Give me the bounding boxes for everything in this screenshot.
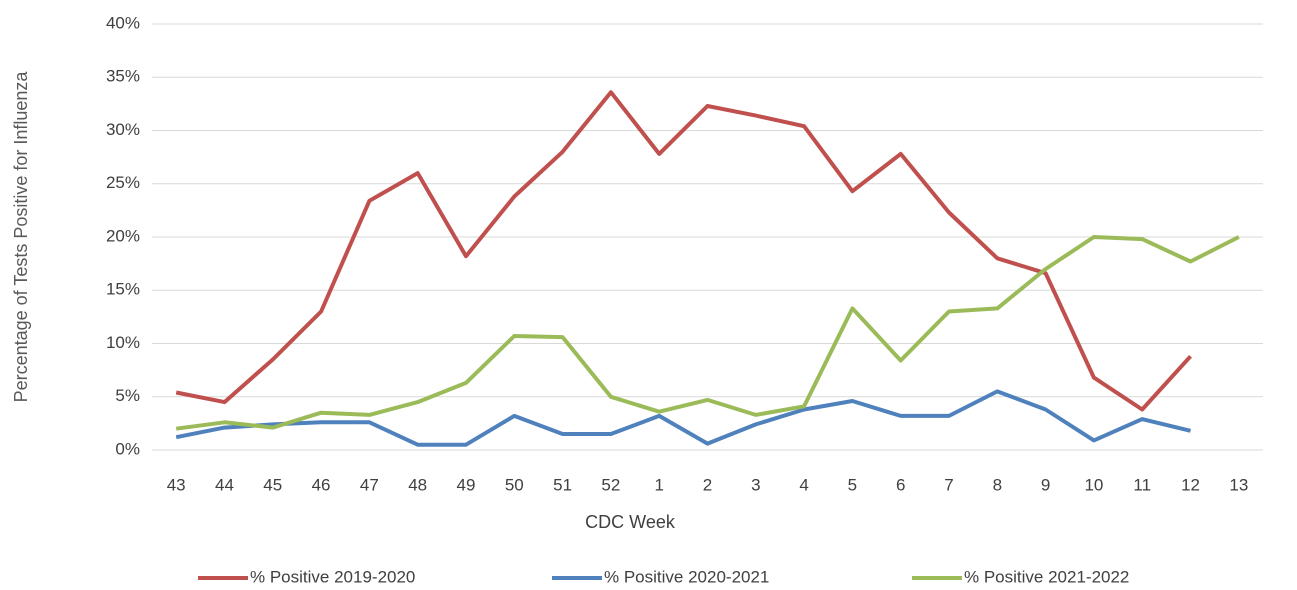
y-tick-label: 20% (106, 226, 140, 245)
y-tick-label: 35% (106, 67, 140, 86)
series-line (175, 90, 1192, 412)
x-tick-label: 7 (944, 475, 953, 494)
x-tick-label: 46 (312, 475, 331, 494)
x-tick-label: 43 (167, 475, 186, 494)
x-tick-label: 13 (1229, 475, 1248, 494)
x-tick-label: 48 (408, 475, 427, 494)
x-axis-label: CDC Week (585, 512, 676, 532)
x-tick-label: 51 (553, 475, 572, 494)
x-tick-label: 47 (360, 475, 379, 494)
legend-label: % Positive 2020-2021 (604, 567, 769, 586)
y-tick-label: 5% (115, 386, 140, 405)
legend-label: % Positive 2019-2020 (250, 567, 415, 586)
x-tick-label: 1 (654, 475, 663, 494)
x-tick-label: 9 (1041, 475, 1050, 494)
series-line (175, 235, 1240, 431)
x-tick-label: 5 (848, 475, 857, 494)
x-tick-label: 3 (751, 475, 760, 494)
y-tick-label: 10% (106, 333, 140, 352)
x-tick-label: 12 (1181, 475, 1200, 494)
legend-label: % Positive 2021-2022 (964, 567, 1129, 586)
y-tick-label: 15% (106, 280, 140, 299)
y-tick-label: 30% (106, 120, 140, 139)
x-tick-label: 45 (263, 475, 282, 494)
x-tick-label: 52 (601, 475, 620, 494)
x-tick-label: 11 (1133, 475, 1151, 494)
x-tick-label: 49 (457, 475, 476, 494)
x-tick-label: 6 (896, 475, 905, 494)
y-tick-label: 25% (106, 173, 140, 192)
y-axis-label: Percentage of Tests Positive for Influen… (11, 71, 31, 403)
x-tick-label: 8 (993, 475, 1002, 494)
x-tick-label: 2 (703, 475, 712, 494)
series-line (175, 389, 1191, 447)
x-tick-label: 4 (799, 475, 808, 494)
y-tick-label: 0% (115, 439, 140, 458)
y-tick-label: 40% (106, 13, 140, 32)
x-tick-label: 50 (505, 475, 524, 494)
x-tick-label: 44 (215, 475, 234, 494)
x-tick-label: 10 (1084, 475, 1103, 494)
